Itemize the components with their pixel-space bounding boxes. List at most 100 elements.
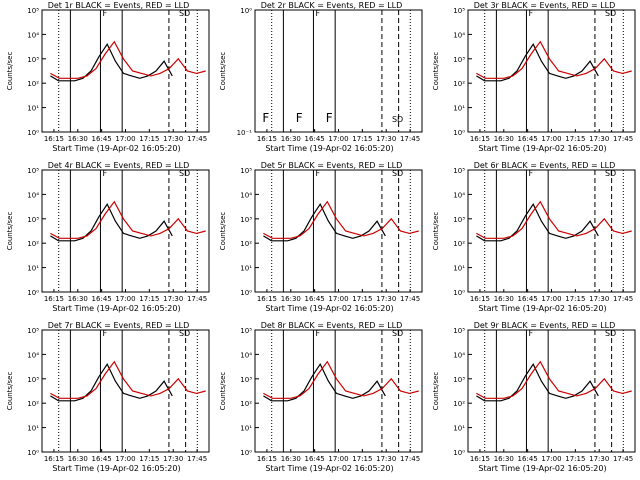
x-tick-label: 17:00 (328, 295, 348, 303)
plot-frame (467, 169, 636, 293)
y-tick-label: 10³ (453, 56, 465, 64)
chart-title: Det 4r BLACK = Events, RED = LLD (48, 161, 190, 170)
sd-marker: SD (392, 329, 403, 338)
x-tick-label: 17:15 (565, 455, 585, 463)
chart-title: Det 9r BLACK = Events, RED = LLD (474, 321, 616, 330)
chart-title: Det 1r BLACK = Events, RED = LLD (48, 1, 190, 10)
lld-series-line (263, 200, 419, 239)
y-tick-label: 10⁴ (453, 351, 465, 359)
y-tick-label: 10³ (27, 216, 39, 224)
chart-panel: Det 5r BLACK = Events, RED = LLD 16:15 16:… (219, 161, 423, 313)
chart-panel: Det 3r BLACK = Events, RED = LLD 16:15 16:… (432, 1, 636, 153)
lld-series-line (476, 360, 632, 399)
x-tick-label: 17:15 (139, 295, 159, 303)
x-tick-label: 16:30 (281, 135, 301, 143)
x-tick-label: 17:00 (328, 455, 348, 463)
y-tick-label: 10⁵ (27, 327, 39, 335)
lld-series-line (476, 40, 632, 79)
x-tick-label: 17:00 (115, 455, 135, 463)
sd-marker: SD (392, 169, 403, 178)
y-tick-label: 10⁰ (240, 289, 252, 297)
x-tick-label: 17:30 (376, 455, 396, 463)
x-tick-label: 17:45 (613, 455, 633, 463)
chart-panel: Det 9r BLACK = Events, RED = LLD 16:15 16:… (432, 321, 636, 473)
y-tick-label: 10² (240, 240, 252, 248)
plot-frame (254, 169, 423, 293)
flare-marker: F (102, 169, 107, 178)
sd-marker: SD (605, 9, 616, 18)
y-tick-label: 10⁴ (240, 191, 252, 199)
x-tick-label: 16:45 (518, 455, 538, 463)
y-tick-label: 10⁻¹ (237, 129, 253, 137)
y-axis-label: Counts/sec (432, 52, 440, 91)
x-tick-label: 16:45 (92, 455, 112, 463)
y-tick-label: 10² (27, 400, 39, 408)
y-tick-label: 10⁵ (453, 327, 465, 335)
x-axis-label: Start Time (19-Apr-02 16:05:20) (52, 464, 180, 473)
y-axis-label: Counts/sec (219, 52, 227, 91)
sd-marker: SD (179, 9, 190, 18)
lld-series-line (263, 360, 419, 399)
x-tick-label: 17:45 (613, 295, 633, 303)
y-tick-label: 10⁴ (27, 191, 39, 199)
x-tick-label: 16:45 (305, 295, 325, 303)
y-tick-label: 10⁰ (453, 449, 465, 457)
x-tick-label: 16:30 (68, 455, 88, 463)
y-axis-label: Counts/sec (6, 372, 14, 411)
x-axis-label: Start Time (19-Apr-02 16:05:20) (478, 464, 606, 473)
y-tick-label: 10¹ (27, 265, 39, 273)
y-tick-label: 10⁵ (27, 7, 39, 15)
y-tick-label: 10⁴ (27, 351, 39, 359)
x-tick-label: 17:30 (376, 135, 396, 143)
y-tick-label: 10⁰ (240, 449, 252, 457)
chart-title: Det 2r BLACK = Events, RED = LLD (261, 1, 403, 10)
flag-label: F (296, 111, 303, 125)
plot-frame (254, 329, 423, 453)
y-axis-label: Counts/sec (219, 372, 227, 411)
y-tick-label: 10⁵ (453, 167, 465, 175)
x-tick-label: 17:45 (187, 455, 207, 463)
y-tick-label: 10¹ (27, 425, 39, 433)
x-tick-label: 17:45 (400, 295, 420, 303)
events-series-line (263, 202, 386, 242)
chart-title: Det 5r BLACK = Events, RED = LLD (261, 161, 403, 170)
x-tick-label: 17:30 (163, 295, 183, 303)
sd-marker: SD (392, 115, 403, 124)
chart-panel: Det 4r BLACK = Events, RED = LLD 16:15 16:… (6, 161, 210, 313)
flare-marker: F (528, 9, 533, 18)
x-tick-label: 16:15 (257, 135, 277, 143)
x-tick-label: 17:15 (565, 135, 585, 143)
y-tick-label: 10¹ (240, 265, 252, 273)
sd-marker: SD (179, 329, 190, 338)
x-tick-label: 17:15 (139, 455, 159, 463)
x-tick-label: 16:15 (257, 455, 277, 463)
y-tick-label: 10³ (240, 376, 252, 384)
x-tick-label: 16:30 (68, 295, 88, 303)
y-tick-label: 10⁰ (27, 289, 39, 297)
plot-frame (467, 329, 636, 453)
y-axis-label: Counts/sec (6, 212, 14, 251)
x-axis-label: Start Time (19-Apr-02 16:05:20) (478, 144, 606, 153)
y-tick-label: 10⁴ (240, 351, 252, 359)
flare-marker: F (315, 169, 320, 178)
x-tick-label: 16:45 (518, 135, 538, 143)
y-axis-label: Counts/sec (6, 52, 14, 91)
y-tick-label: 10⁵ (240, 327, 252, 335)
chart-panel: Det 6r BLACK = Events, RED = LLD 16:15 16:… (432, 161, 636, 313)
plot-frame (41, 329, 210, 453)
chart-panel: Det 7r BLACK = Events, RED = LLD 16:15 16:… (6, 321, 210, 473)
x-axis-label: Start Time (19-Apr-02 16:05:20) (52, 304, 180, 313)
y-tick-label: 10³ (240, 216, 252, 224)
x-tick-label: 16:30 (494, 135, 514, 143)
y-tick-label: 10⁰ (453, 129, 465, 137)
lld-series-line (50, 200, 206, 239)
flare-marker: F (528, 329, 533, 338)
sd-marker: SD (605, 329, 616, 338)
x-tick-label: 17:00 (541, 295, 561, 303)
y-tick-label: 10⁴ (453, 191, 465, 199)
events-series-line (476, 362, 599, 402)
x-tick-label: 17:00 (328, 135, 348, 143)
x-axis-label: Start Time (19-Apr-02 16:05:20) (52, 144, 180, 153)
x-tick-label: 17:30 (589, 295, 609, 303)
